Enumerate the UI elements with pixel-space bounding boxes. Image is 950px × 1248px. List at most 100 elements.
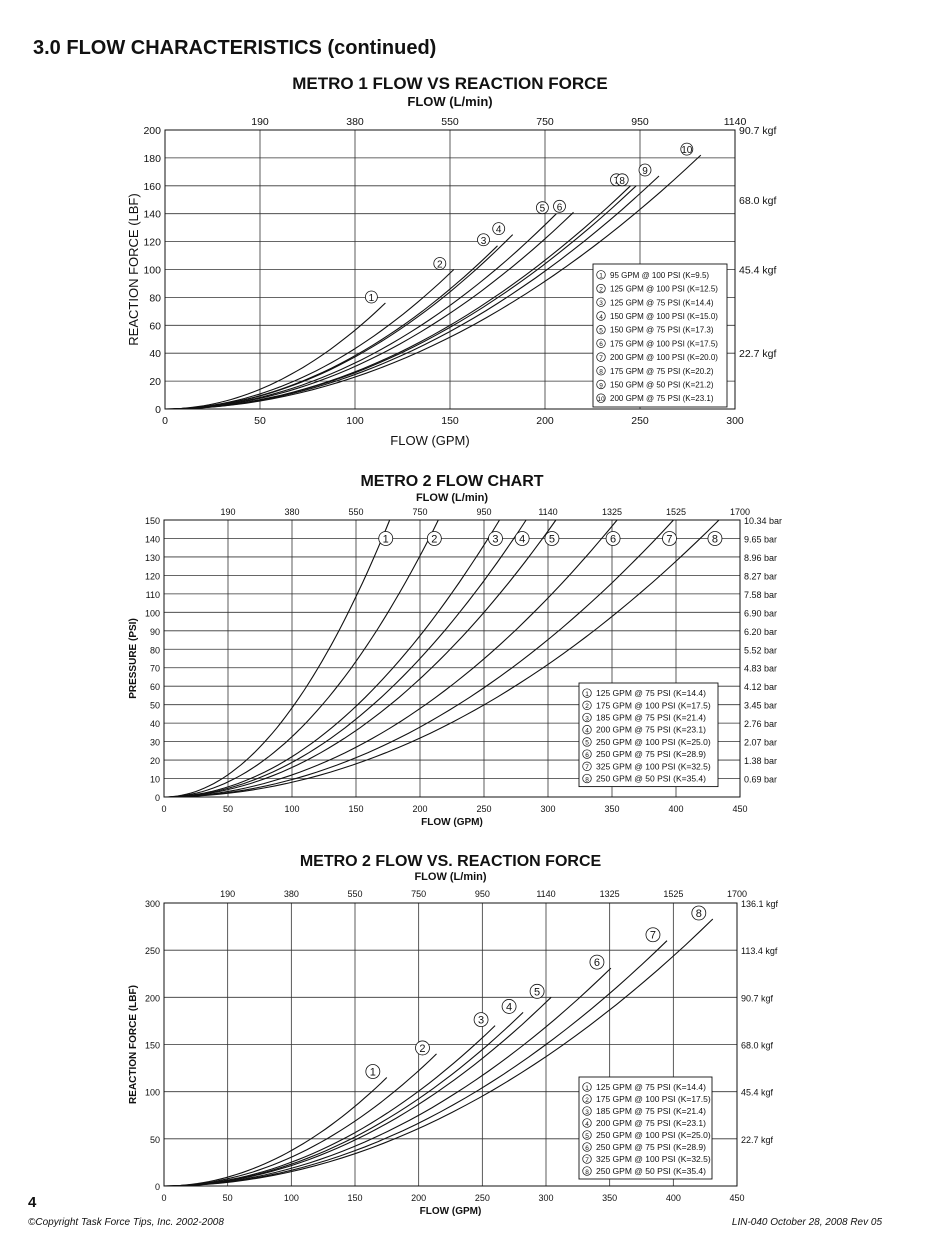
top-tick-label: 550: [348, 507, 363, 517]
y-tick-label: 20: [150, 756, 160, 766]
y-tick-label: 100: [145, 608, 160, 618]
y-tick-label: 0: [155, 404, 161, 416]
legend-marker-circle: [582, 688, 592, 698]
y-tick-label: 140: [145, 534, 160, 544]
legend-marker-circle: [582, 1166, 592, 1176]
right-tick-label: 6.90 bar: [744, 608, 777, 618]
series-marker-label: 7: [650, 930, 656, 942]
copyright-notice: ©Copyright Task Force Tips, Inc. 2002-20…: [28, 1217, 224, 1228]
series-marker-circle: [415, 1040, 430, 1056]
x-tick-label: 100: [284, 804, 299, 814]
series-marker-label: 5: [540, 204, 546, 215]
y-tick-label: 0: [155, 793, 160, 803]
legend-marker-circle: [596, 366, 606, 376]
legend-marker-number: 1: [585, 691, 589, 698]
top-tick-label: 1700: [727, 889, 747, 899]
top-tick-label: 1140: [538, 507, 557, 517]
x-tick-label: 250: [631, 415, 649, 427]
right-tick-label: 90.7 kgf: [739, 125, 776, 137]
y-tick-label: 90: [150, 627, 160, 637]
x-tick-label: 400: [666, 1193, 681, 1203]
right-tick-label: 22.7 kgf: [739, 348, 776, 360]
x-tick-label: 250: [476, 804, 491, 814]
top-tick-label: 380: [284, 507, 299, 517]
series-marker-circle: [378, 531, 394, 546]
y-tick-label: 130: [145, 553, 160, 563]
legend-marker-number: 1: [599, 273, 603, 280]
y-tick-label: 150: [145, 1041, 160, 1051]
right-tick-label: 3.45 bar: [744, 701, 777, 711]
x-tick-label: 50: [223, 804, 233, 814]
legend-box: [578, 682, 719, 788]
right-tick-label: 68.0 kgf: [741, 1041, 774, 1051]
legend-marker-number: 7: [585, 764, 589, 771]
series-marker-circle: [645, 927, 661, 943]
series-marker-circle: [433, 257, 447, 270]
top-tick-label: 380: [284, 889, 299, 899]
y-tick-label: 70: [150, 664, 160, 674]
legend-marker-circle: [596, 352, 606, 362]
legend-entry: 250 GPM @ 50 PSI (K=35.4): [596, 1166, 706, 1176]
series-marker-label: 10: [681, 145, 693, 156]
series-marker-label: 7: [666, 533, 672, 545]
legend-marker-number: 6: [585, 752, 589, 759]
top-axis-label: FLOW (L/min): [407, 94, 492, 109]
x-tick-label: 200: [412, 804, 427, 814]
legend-entry: 250 GPM @ 50 PSI (K=35.4): [596, 774, 706, 784]
legend-marker-circle: [582, 749, 592, 759]
series-line: [163, 519, 618, 798]
top-tick-label: 1140: [724, 116, 747, 128]
y-tick-label: 110: [146, 590, 160, 600]
series-marker-label: 9: [642, 166, 648, 177]
legend-marker-number: 4: [599, 314, 603, 321]
right-tick-label: 2.07 bar: [744, 738, 777, 748]
x-tick-label: 0: [161, 804, 166, 814]
plot-frame: [163, 519, 741, 798]
series-line: [164, 211, 574, 410]
y-tick-label: 140: [143, 209, 161, 221]
series-marker-circle: [477, 233, 490, 247]
legend-marker-circle: [582, 1106, 592, 1116]
legend-marker-number: 8: [585, 776, 589, 783]
x-tick-label: 450: [732, 804, 747, 814]
right-tick-label: 8.27 bar: [744, 571, 777, 581]
series-marker-label: 3: [492, 533, 498, 545]
legend-marker-circle: [596, 283, 606, 294]
series-line: [163, 519, 391, 798]
legend-marker-number: 8: [599, 369, 603, 376]
y-tick-label: 120: [145, 571, 160, 581]
series-marker-label: 8: [712, 533, 718, 545]
legend-entry: 185 GPM @ 75 PSI (K=21.4): [596, 1106, 706, 1116]
legend-marker-circle: [582, 1082, 592, 1092]
legend-entry: 175 GPM @ 100 PSI (K=17.5): [596, 700, 711, 710]
series-line: [163, 519, 439, 798]
legend-entry: 150 GPM @ 50 PSI (K=21.2): [610, 380, 714, 389]
top-tick-label: 1325: [602, 507, 622, 517]
chart-title: METRO 2 FLOW CHART: [360, 473, 543, 490]
x-tick-label: 200: [536, 415, 554, 427]
series-line: [163, 1053, 437, 1187]
right-tick-label: 68.0 kgf: [739, 195, 776, 207]
y-tick-label: 120: [143, 237, 161, 249]
y-tick-label: 150: [145, 516, 160, 526]
series-marker-label: 5: [534, 986, 540, 998]
top-tick-label: 950: [476, 507, 491, 517]
series-marker-label: 6: [594, 957, 600, 969]
y-tick-label: 250: [145, 946, 160, 956]
y-axis-label: REACTION FORCE (LBF): [128, 985, 139, 1104]
legend-box: [592, 263, 728, 408]
plot-frame: [164, 129, 736, 410]
series-marker-label: 1: [383, 533, 389, 545]
legend-marker-circle: [596, 393, 606, 403]
legend-marker-circle: [582, 1130, 592, 1140]
series-marker-label: 5: [549, 533, 555, 545]
series-marker-label: 2: [431, 533, 437, 545]
series-marker-circle: [638, 163, 652, 177]
top-tick-label: 1325: [600, 889, 620, 899]
series-line: [163, 519, 527, 798]
legend-entry: 325 GPM @ 100 PSI (K=32.5): [596, 1154, 711, 1164]
legend-entry: 325 GPM @ 100 PSI (K=32.5): [596, 761, 711, 771]
x-tick-label: 0: [162, 415, 168, 427]
legend-marker-circle: [582, 761, 592, 771]
